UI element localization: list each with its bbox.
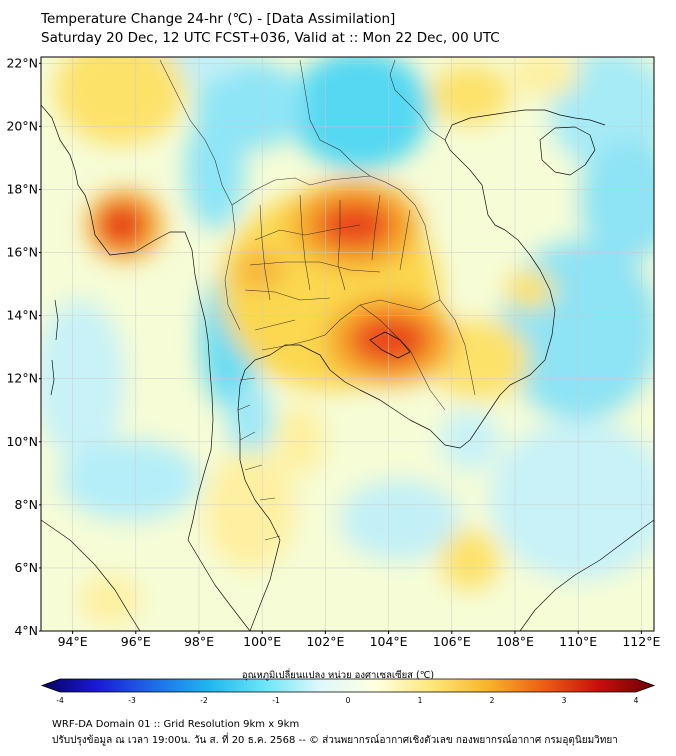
lat-tick-label: 16°N xyxy=(6,245,38,260)
coastline-gulf-of-tonkin xyxy=(525,109,606,126)
coastline-andaman-islands xyxy=(50,299,59,396)
lat-tick-label: 12°N xyxy=(6,371,38,386)
lat-tick-label: 6°N xyxy=(14,560,38,575)
colorbar-title: อุณหภูมิเปลี่ยนแปลง หน่วย องศาเซลเซียส (… xyxy=(241,670,435,681)
coastline-borneo xyxy=(519,519,654,631)
lat-tick-label: 18°N xyxy=(6,181,38,196)
lon-tick-label: 112°E xyxy=(622,634,660,649)
coastline-sumatra xyxy=(41,519,141,631)
colorbar-tick-label: -3 xyxy=(128,696,136,705)
lon-tick-label: 104°E xyxy=(370,634,408,649)
lat-tick-label: 4°N xyxy=(14,623,38,638)
coastline-bay-of-bengal-east xyxy=(41,104,214,541)
lon-tick-label: 98°E xyxy=(184,634,214,649)
colorbar-tick-label: 1 xyxy=(418,696,423,705)
colorbar-tick-label: 3 xyxy=(562,696,567,705)
lat-tick-label: 8°N xyxy=(14,497,38,512)
lat-tick-label: 14°N xyxy=(6,308,38,323)
map-subtitle: Saturday 20 Dec, 12 UTC FCST+036, Valid … xyxy=(41,30,500,46)
footer-model-info: WRF-DA Domain 01 :: Grid Resolution 9km … xyxy=(52,719,300,730)
lon-tick-label: 102°E xyxy=(306,634,344,649)
colorbar-strip xyxy=(40,678,656,693)
map-frame xyxy=(40,56,655,632)
coastline-gulf-of-thailand xyxy=(237,109,556,631)
colorbar-tick-label: -1 xyxy=(272,696,280,705)
coastline-peninsula-west xyxy=(187,539,251,631)
tonle-sap-lake xyxy=(369,331,411,359)
lon-tick-label: 96°E xyxy=(121,634,151,649)
colorbar-tick-label: -4 xyxy=(56,696,64,705)
colorbar-ticks: -4 -3 -2 -1 0 1 2 3 4 xyxy=(56,696,638,705)
colorbar-tick-label: -2 xyxy=(200,696,208,705)
lon-tick-label: 106°E xyxy=(433,634,471,649)
footer-credit: ปรับปรุงข้อมูล ณ เวลา 19:00น. วัน ส. ที่… xyxy=(52,735,618,746)
lat-tick-label: 10°N xyxy=(6,434,38,449)
colorbar-tick-label: 2 xyxy=(490,696,495,705)
colorbar-tick-label: 0 xyxy=(346,696,351,705)
lon-tick-label: 100°E xyxy=(243,634,281,649)
colorbar-tick-label: 4 xyxy=(634,696,639,705)
lat-tick-label: 22°N xyxy=(6,55,38,70)
lon-tick-label: 94°E xyxy=(58,634,88,649)
colorbar: -4 -3 -2 -1 0 1 2 3 4 xyxy=(40,678,656,705)
map-plot-area xyxy=(41,57,654,631)
lon-tick-label: 108°E xyxy=(496,634,534,649)
map-title: Temperature Change 24-hr (℃) - [Data Ass… xyxy=(41,11,396,27)
coastline-hainan xyxy=(539,126,596,176)
lon-tick-label: 110°E xyxy=(559,634,597,649)
graticule xyxy=(41,57,654,631)
temperature-field xyxy=(41,57,654,625)
lat-tick-label: 20°N xyxy=(6,118,38,133)
axis-labels: 22°N 20°N 18°N 16°N 14°N 12°N 10°N 8°N 6°N 4°N 94°… xyxy=(6,55,660,649)
coastlines xyxy=(41,104,654,631)
borders xyxy=(159,59,476,541)
